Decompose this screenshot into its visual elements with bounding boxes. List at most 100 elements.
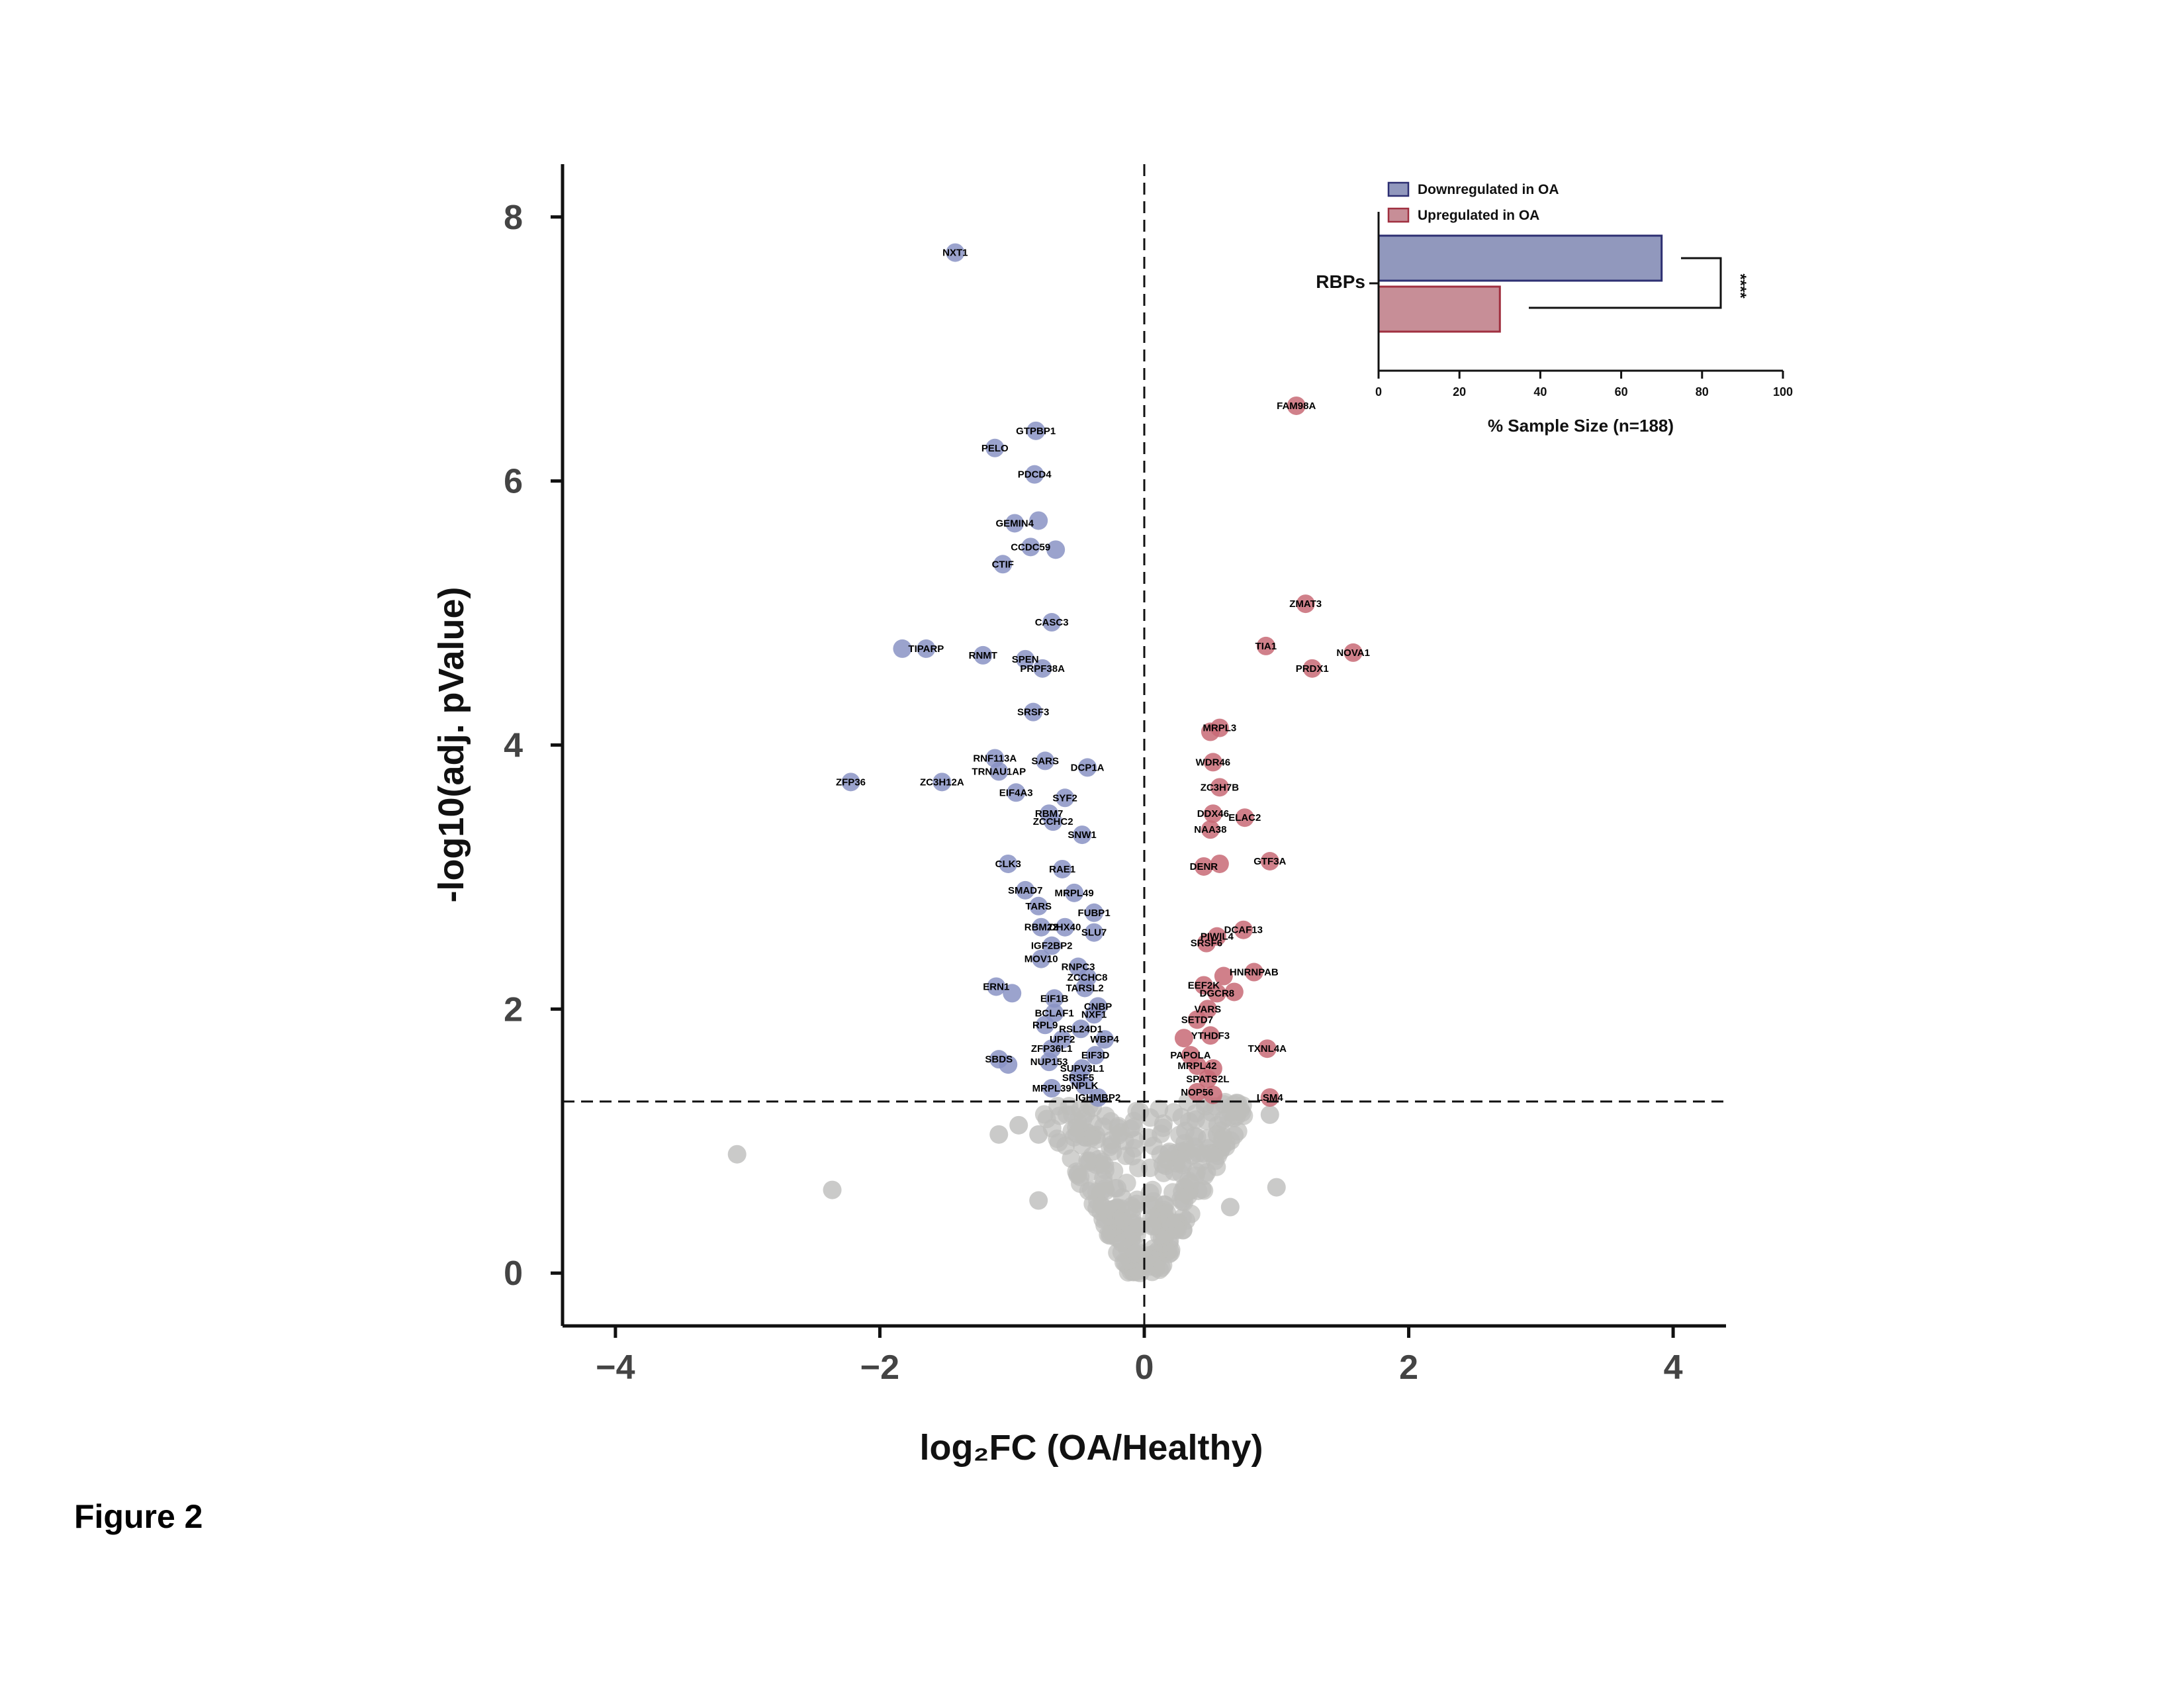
point-label: NXF1 — [1081, 1009, 1107, 1020]
point-label: DCP1A — [1071, 762, 1105, 773]
data-point — [1197, 933, 1216, 953]
inset-x-tick-label: 100 — [1773, 385, 1793, 399]
ns-point — [727, 1145, 747, 1164]
data-point — [1016, 649, 1035, 669]
data-point — [1085, 1005, 1104, 1024]
data-point — [1029, 896, 1048, 915]
point-label: BCLAF1 — [1035, 1008, 1074, 1019]
data-point — [946, 243, 965, 262]
point-label: DCAF13 — [1224, 925, 1263, 936]
point-label: ZCCHC8 — [1068, 972, 1108, 984]
figure-label: Figure 2 — [74, 1498, 203, 1535]
ns-point — [1042, 1119, 1062, 1138]
point-label: ERN1 — [983, 981, 1009, 992]
data-point — [1026, 421, 1046, 440]
point-label: SBDS — [985, 1054, 1013, 1065]
ns-point — [1104, 1199, 1123, 1219]
data-point — [1053, 859, 1072, 878]
ns-point — [1156, 1239, 1175, 1258]
point-label: MRPL42 — [1177, 1060, 1216, 1072]
ns-point — [1210, 1142, 1230, 1161]
point-label: PIWIL4 — [1201, 931, 1234, 943]
data-point — [1024, 702, 1043, 722]
inset-category-label: RBPs — [1316, 271, 1365, 292]
point-label: UPF2 — [1050, 1034, 1075, 1045]
point-label: ELAC2 — [1228, 812, 1261, 823]
data-point — [1073, 825, 1092, 845]
ns-point — [1150, 1100, 1169, 1119]
data-point — [1036, 1015, 1055, 1035]
point-label: DHX40 — [1049, 922, 1081, 933]
point-label: CNBP — [1084, 1001, 1113, 1012]
y-tick-label: 6 — [504, 463, 523, 501]
point-label: NOVA1 — [1336, 647, 1370, 659]
data-point — [1042, 1079, 1062, 1098]
ns-point — [1109, 1126, 1128, 1145]
y-axis-label: -log10(adj. pValue) — [432, 586, 471, 902]
data-point — [1042, 613, 1062, 632]
point-label: WBP4 — [1090, 1034, 1119, 1045]
point-label: NPLK — [1071, 1080, 1099, 1092]
data-point — [1040, 1053, 1059, 1072]
inset-x-tick-label: 20 — [1453, 385, 1466, 399]
data-point — [1007, 783, 1026, 802]
point-label: SUPV3L1 — [1060, 1063, 1105, 1074]
point-label: GTPBP1 — [1016, 426, 1056, 437]
y-tick-label: 0 — [504, 1254, 523, 1293]
down-bar — [1377, 234, 1663, 282]
point-label: IGF2BP2 — [1031, 941, 1073, 952]
data-point — [1078, 758, 1097, 777]
data-point — [933, 773, 952, 792]
point-label: PDCD4 — [1018, 469, 1052, 481]
data-point — [1244, 962, 1263, 982]
legend-swatch-down — [1387, 181, 1410, 197]
point-label: RPL9 — [1032, 1019, 1058, 1031]
point-label: ZCCHC2 — [1033, 816, 1073, 827]
point-label: RNPC3 — [1062, 962, 1095, 973]
data-point — [1287, 396, 1306, 415]
point-label: EIF1B — [1040, 993, 1069, 1004]
point-label: EIF3D — [1081, 1050, 1110, 1061]
inset-legend: Downregulated in OA Upregulated in OA — [1387, 181, 1559, 223]
data-point — [1075, 1076, 1095, 1096]
up-regulated-points: FAM98A ZMAT3 TIA1 NOVA1 PRDX1 MRPL3 WDR46 ZC3H7… — [1170, 396, 1370, 1107]
data-point — [1075, 978, 1095, 998]
point-label: TARS — [1025, 901, 1052, 912]
point-label: MRPL3 — [1203, 723, 1236, 734]
ns-point — [1157, 1150, 1176, 1169]
ns-point — [1267, 1178, 1286, 1197]
ns-point — [1124, 1117, 1144, 1137]
ns-point — [1029, 1191, 1048, 1210]
ns-point — [1081, 1129, 1101, 1148]
ns-point — [1105, 1161, 1124, 1180]
ns-point — [1195, 1181, 1214, 1200]
data-point — [1203, 753, 1222, 772]
data-point — [1056, 917, 1075, 937]
point-label: CTIF — [992, 559, 1014, 570]
data-point — [1343, 643, 1363, 662]
point-label: RAE1 — [1049, 864, 1075, 875]
point-label: RBM22 — [1024, 922, 1058, 933]
data-point — [1256, 636, 1275, 655]
data-point — [1210, 854, 1229, 873]
point-label: PRPF38A — [1020, 663, 1065, 675]
ns-point — [1009, 1115, 1028, 1135]
point-label: TRNAU1AP — [972, 766, 1026, 777]
point-label: SRSF3 — [1017, 707, 1049, 718]
data-point — [1201, 722, 1220, 741]
point-label: ZFP36 — [836, 776, 866, 788]
data-point — [1201, 1026, 1220, 1045]
point-label: RNMT — [969, 650, 997, 661]
inset-x-tick-label: 80 — [1696, 385, 1709, 399]
data-point — [1296, 594, 1315, 614]
ns-point — [1125, 1244, 1144, 1264]
point-label: EEF2K — [1188, 980, 1220, 991]
data-point — [1085, 923, 1104, 942]
ns-point — [1167, 1221, 1187, 1240]
point-label: NOP56 — [1181, 1087, 1213, 1098]
point-label: PRDX1 — [1296, 663, 1329, 675]
y-tick-label: 4 — [504, 727, 523, 765]
data-point — [1210, 778, 1229, 797]
non-significant-points — [727, 1092, 1286, 1283]
